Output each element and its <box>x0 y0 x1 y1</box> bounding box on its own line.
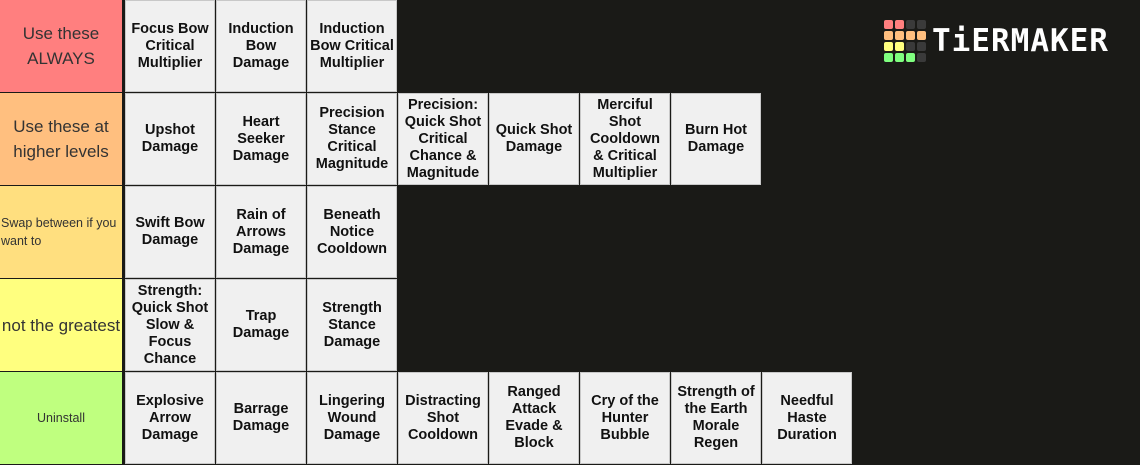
logo-square <box>917 20 926 29</box>
tier-item[interactable]: Focus Bow Critical Multiplier <box>125 0 215 92</box>
logo-square <box>917 53 926 62</box>
tier-item[interactable]: Precision Stance Critical Magnitude <box>307 93 397 185</box>
logo-square <box>895 53 904 62</box>
tier-label[interactable]: Swap between if you want to <box>0 186 124 278</box>
tier-item[interactable]: Lingering Wound Damage <box>307 372 397 464</box>
logo-square <box>884 42 893 51</box>
tier-row: Use these at higher levels Upshot Damage H… <box>0 93 1140 185</box>
tier-row: Use these ALWAYS Focus Bow Critical Multi… <box>0 0 1140 92</box>
tier-item[interactable]: Strength: Quick Shot Slow & Focus Chance <box>125 279 215 371</box>
tier-label[interactable]: Uninstall <box>0 372 124 464</box>
tier-item[interactable]: Beneath Notice Cooldown <box>307 186 397 278</box>
tier-items: Upshot Damage Heart Seeker Damage Precisio… <box>124 93 761 185</box>
tier-item[interactable]: Strength of the Earth Morale Regen <box>671 372 761 464</box>
logo-square <box>884 31 893 40</box>
logo-square <box>917 42 926 51</box>
tier-item[interactable]: Burn Hot Damage <box>671 93 761 185</box>
logo-square <box>895 20 904 29</box>
tier-row: not the greatest Strength: Quick Shot Slo… <box>0 279 1140 371</box>
tier-items: Swift Bow Damage Rain of Arrows Damage Ben… <box>124 186 397 278</box>
tier-item[interactable]: Explosive Arrow Damage <box>125 372 215 464</box>
tier-item[interactable]: Heart Seeker Damage <box>216 93 306 185</box>
tier-items: Focus Bow Critical Multiplier Induction B… <box>124 0 397 92</box>
tier-item[interactable]: Distracting Shot Cooldown <box>398 372 488 464</box>
logo-square <box>884 53 893 62</box>
tier-item[interactable]: Precision: Quick Shot Critical Chance & … <box>398 93 488 185</box>
tier-item[interactable]: Rain of Arrows Damage <box>216 186 306 278</box>
tier-item[interactable]: Swift Bow Damage <box>125 186 215 278</box>
logo-square <box>906 20 915 29</box>
tier-item[interactable]: Trap Damage <box>216 279 306 371</box>
logo-square <box>884 20 893 29</box>
tier-item[interactable]: Needful Haste Duration <box>762 372 852 464</box>
tier-item[interactable]: Upshot Damage <box>125 93 215 185</box>
tier-label[interactable]: Use these ALWAYS <box>0 0 124 92</box>
logo-grid-icon <box>884 20 926 62</box>
tier-item[interactable]: Induction Bow Damage <box>216 0 306 92</box>
logo-square <box>906 42 915 51</box>
tier-row: Uninstall Explosive Arrow Damage Barrage D… <box>0 372 1140 464</box>
logo-text: TiERMAKER <box>932 23 1109 59</box>
tier-item[interactable]: Induction Bow Critical Multiplier <box>307 0 397 92</box>
tier-item[interactable]: Strength Stance Damage <box>307 279 397 371</box>
tier-items: Explosive Arrow Damage Barrage Damage Ling… <box>124 372 852 464</box>
tier-label[interactable]: not the greatest <box>0 279 124 371</box>
tier-item[interactable]: Ranged Attack Evade & Block <box>489 372 579 464</box>
tiermaker-logo: TiERMAKER <box>884 20 1109 62</box>
tier-item[interactable]: Cry of the Hunter Bubble <box>580 372 670 464</box>
tier-item[interactable]: Quick Shot Damage <box>489 93 579 185</box>
tier-item[interactable]: Merciful Shot Cooldown & Critical Multip… <box>580 93 670 185</box>
tier-item[interactable]: Barrage Damage <box>216 372 306 464</box>
tier-label[interactable]: Use these at higher levels <box>0 93 124 185</box>
tier-items: Strength: Quick Shot Slow & Focus Chance… <box>124 279 397 371</box>
logo-square <box>895 42 904 51</box>
logo-square <box>906 31 915 40</box>
logo-square <box>906 53 915 62</box>
logo-square <box>895 31 904 40</box>
logo-square <box>917 31 926 40</box>
tier-row: Swap between if you want to Swift Bow Dam… <box>0 186 1140 278</box>
